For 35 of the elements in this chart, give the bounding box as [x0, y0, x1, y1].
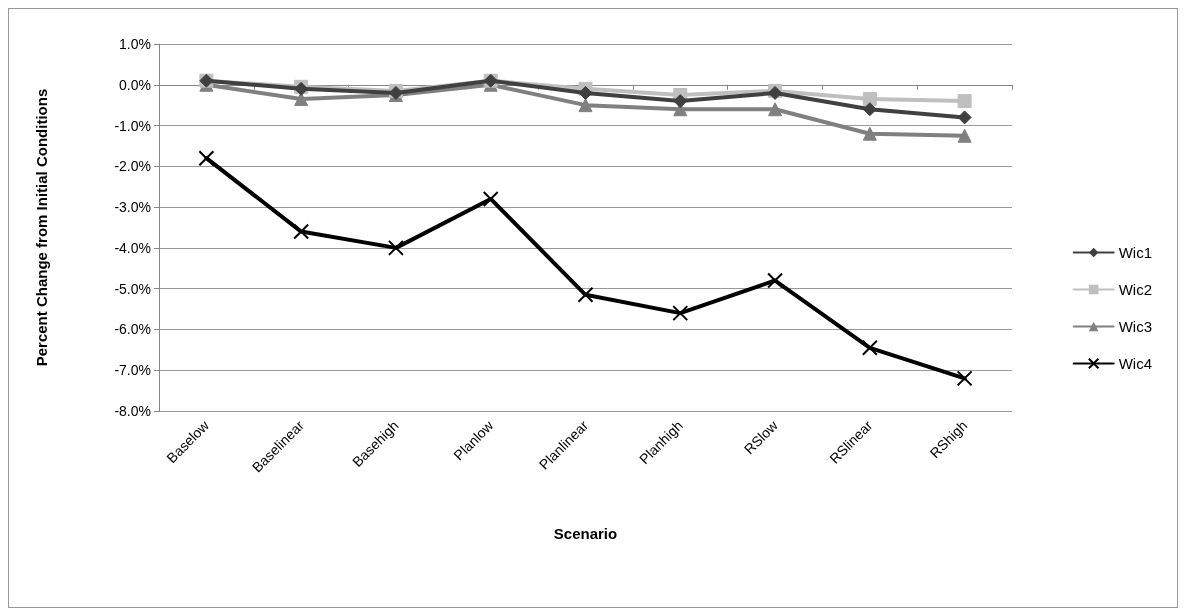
y-tick-label: 0.0%	[119, 76, 151, 93]
point	[482, 190, 499, 207]
point	[768, 102, 783, 117]
point	[673, 94, 688, 109]
legend-label: Wic2	[1118, 281, 1153, 298]
point	[861, 339, 878, 356]
point	[957, 128, 972, 143]
y-tick-label: -6.0%	[114, 321, 151, 338]
y-tick-label: -7.0%	[114, 362, 151, 379]
point	[957, 94, 972, 109]
y-tick-label: -2.0%	[114, 158, 151, 175]
y-tick-label: -8.0%	[114, 403, 151, 419]
y-tick-label: -1.0%	[114, 117, 151, 134]
legend-label: Wic3	[1118, 318, 1153, 335]
y-axis-title: Percent Change from Initial Conditions	[33, 88, 50, 367]
point	[577, 286, 594, 303]
x-axis-title: Scenario	[553, 525, 618, 542]
legend-label: Wic1	[1118, 244, 1153, 261]
point	[387, 239, 404, 256]
y-tick-label: -5.0%	[114, 280, 151, 297]
y-tick-label: 1.0%	[119, 36, 151, 52]
legend-label: Wic4	[1118, 355, 1153, 372]
point	[862, 126, 877, 141]
point	[198, 150, 215, 167]
point	[862, 102, 877, 117]
point	[293, 223, 310, 240]
point	[956, 370, 973, 387]
point	[767, 272, 784, 289]
point	[578, 85, 593, 100]
point	[957, 110, 972, 125]
point	[578, 98, 593, 113]
y-tick-label: -4.0%	[114, 239, 151, 256]
y-tick-label: -3.0%	[114, 199, 151, 216]
point	[672, 305, 689, 322]
point	[294, 92, 309, 107]
